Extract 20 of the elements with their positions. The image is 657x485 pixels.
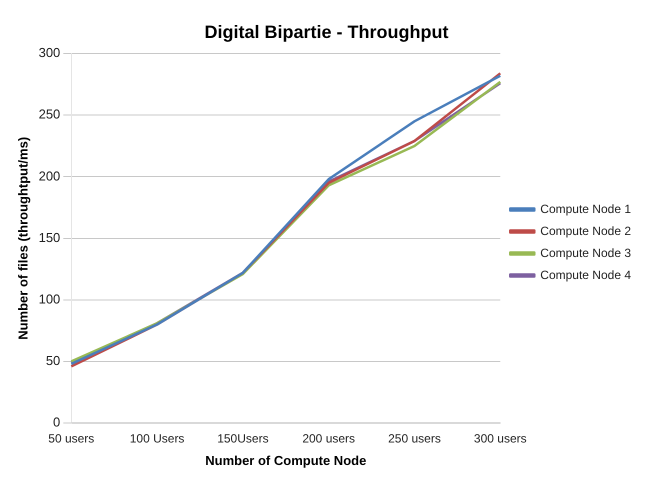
y-tick-label: 50 xyxy=(46,353,60,368)
y-tick-label: 0 xyxy=(53,414,60,430)
x-axis-title: Number of Compute Node xyxy=(205,452,366,468)
y-tick-label: 150 xyxy=(38,230,60,245)
x-tick-label: 50 users xyxy=(48,432,94,446)
x-tick-label: 100 Users xyxy=(130,432,184,446)
y-tick-label: 300 xyxy=(38,45,60,60)
x-tick-label: 250 users xyxy=(388,432,441,446)
x-tick-label: 300 users xyxy=(474,432,527,446)
legend-label: Compute Node 3 xyxy=(540,246,632,260)
chart-title: Digital Bipartie - Throughput xyxy=(204,22,448,42)
legend-label: Compute Node 2 xyxy=(540,224,632,238)
y-tick-label: 250 xyxy=(38,106,60,122)
x-tick-label: 150Users xyxy=(217,432,269,446)
legend-label: Compute Node 4 xyxy=(540,268,632,282)
x-tick-label: 200 users xyxy=(302,432,356,446)
y-tick-label: 100 xyxy=(38,291,60,306)
y-tick-label: 200 xyxy=(38,168,60,184)
y-axis-title: Number of files (throughtput/ms) xyxy=(15,136,30,340)
legend-label: Compute Node 1 xyxy=(540,202,632,216)
